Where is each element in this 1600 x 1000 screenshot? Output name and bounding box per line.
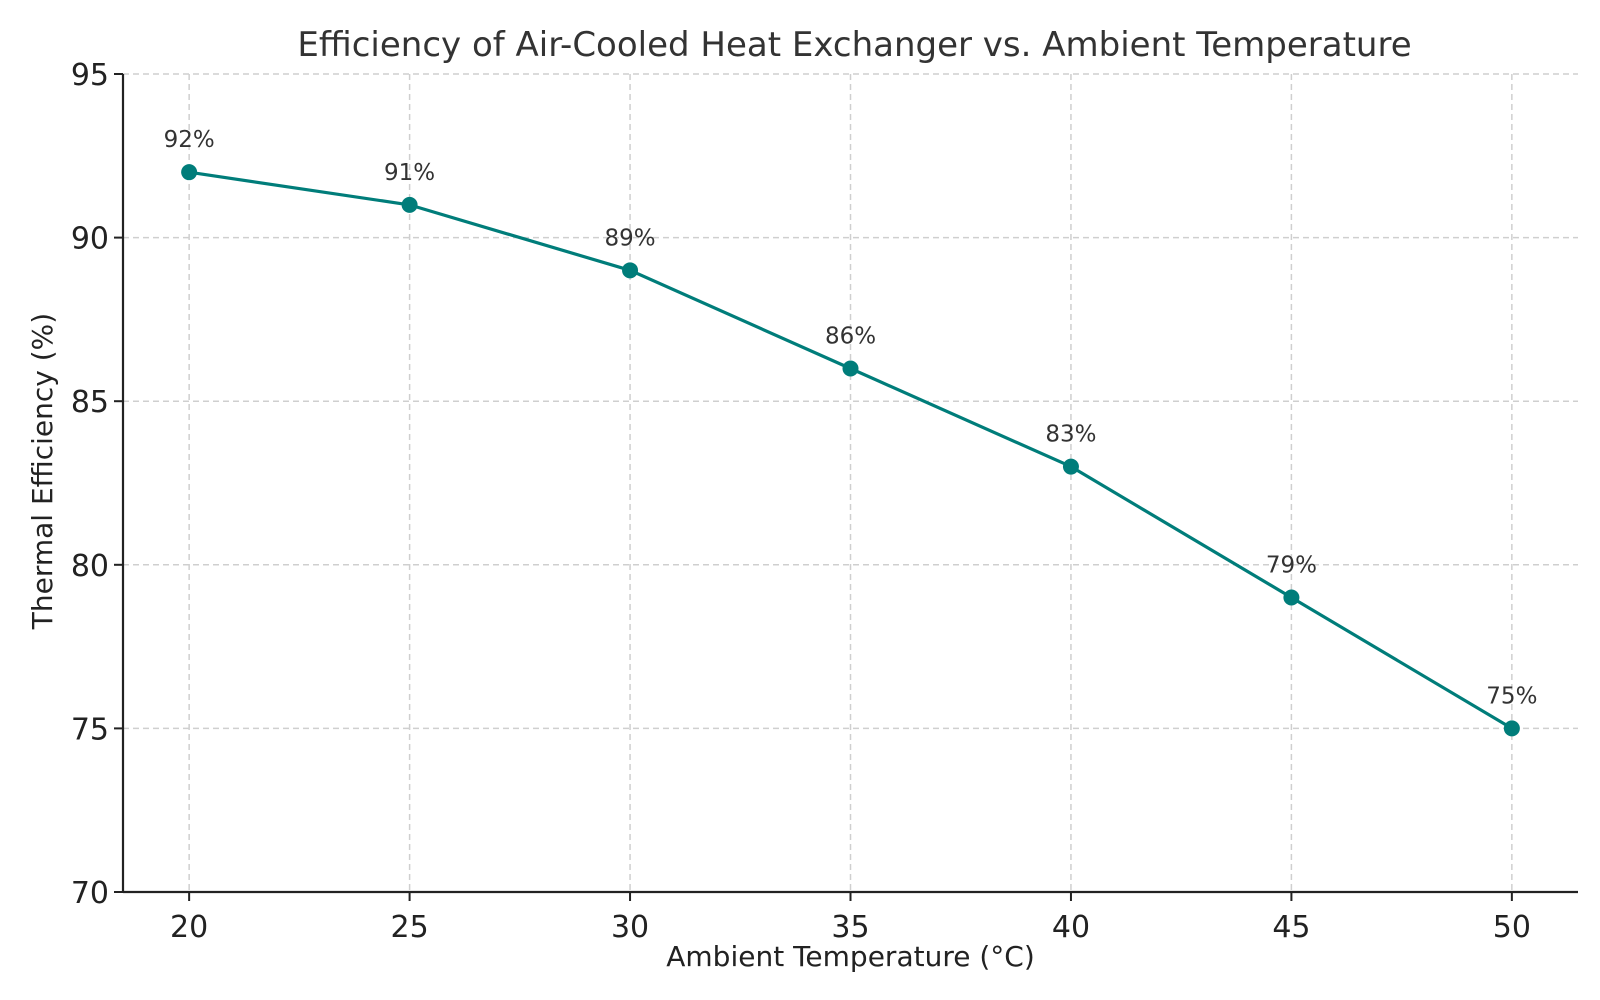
data-point-45 [1283,589,1300,606]
x-tick-label-50: 50 [1493,910,1531,945]
data-label-25: 91% [384,160,435,186]
data-label-50: 75% [1486,683,1537,709]
y-tick-label-85: 85 [71,385,109,420]
data-label-20: 92% [164,127,215,153]
data-label-45: 79% [1266,553,1317,579]
data-label-30: 89% [604,225,655,251]
x-tick-label-45: 45 [1272,910,1310,945]
data-point-20 [181,164,198,181]
x-tick-label-25: 25 [390,910,428,945]
data-labels-layer: 92% 91% 89% 86% 83% 79% 75% [164,127,1538,709]
y-tick-label-75: 75 [71,712,109,747]
x-tick-label-35: 35 [831,910,869,945]
x-tick-label-30: 30 [611,910,649,945]
series-layer [181,164,1520,737]
x-axis-title: Ambient Temperature (°C) [666,940,1035,973]
y-tick-label-95: 95 [71,58,109,93]
chart-title: Efficiency of Air-Cooled Heat Exchanger … [297,25,1411,65]
data-point-35 [842,360,859,377]
data-point-25 [401,196,418,213]
data-label-40: 83% [1045,422,1096,448]
y-tick-label-70: 70 [71,876,109,911]
y-tick-label-90: 90 [71,222,109,257]
y-tick-label-80: 80 [71,549,109,584]
data-point-30 [622,262,639,279]
grid-layer [123,73,1578,892]
ticks-layer: 70 75 80 85 90 95 20 25 30 35 40 45 50 [71,58,1531,945]
data-point-50 [1503,720,1520,737]
x-tick-label-40: 40 [1052,910,1090,945]
x-tick-label-20: 20 [170,910,208,945]
y-axis-title: Thermal Efficiency (%) [26,313,59,630]
data-point-40 [1062,458,1079,475]
data-label-35: 86% [825,323,876,349]
